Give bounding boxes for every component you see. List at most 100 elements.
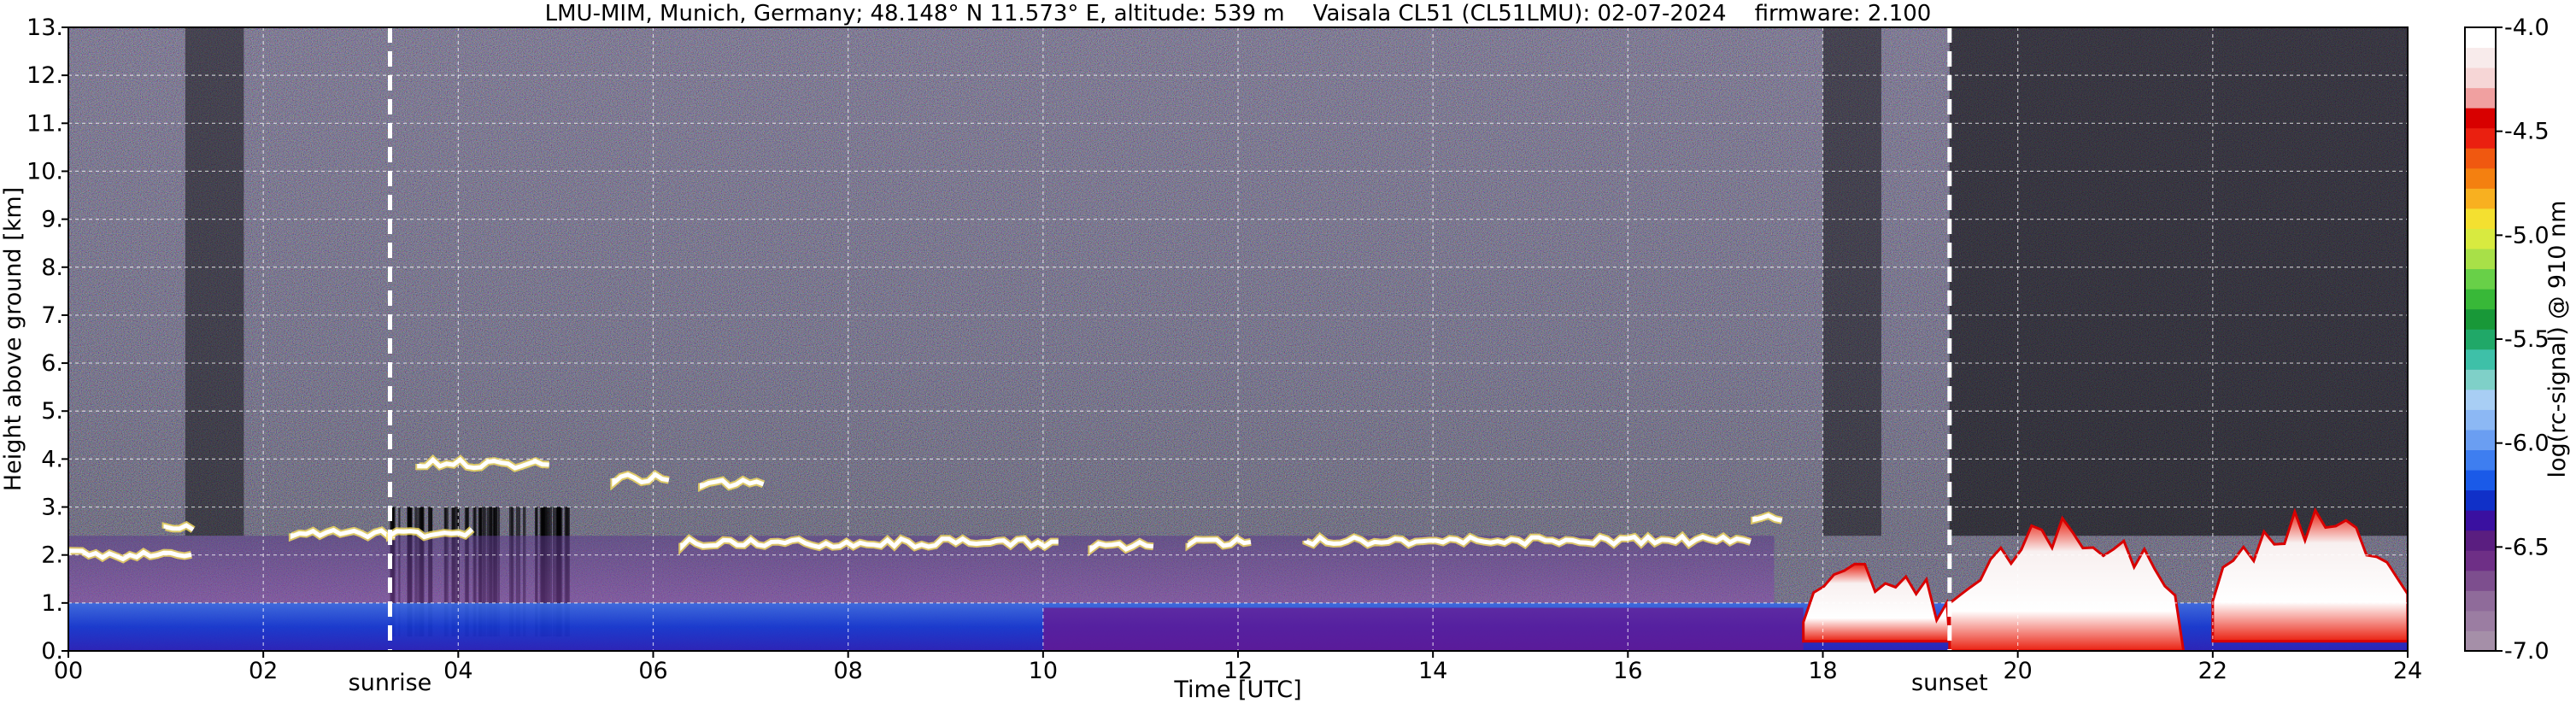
colorbar-cell — [2465, 67, 2496, 89]
colorbar-cell — [2465, 429, 2496, 451]
cloud-layer — [163, 523, 195, 532]
colorbar-cell — [2465, 489, 2496, 511]
x-tick-label: 12 — [1223, 658, 1253, 684]
y-axis-label: Height above ground [km] — [0, 187, 26, 491]
colorbar-cell — [2465, 349, 2496, 370]
annotation-labels: sunrise sunset — [349, 670, 1988, 696]
y-tick-label: 2. — [41, 542, 63, 569]
colorbar-ticks: -4.0 -4.5 -5.0 -5.5 -6.0 -6.5 -7.0 — [2496, 15, 2550, 665]
annotation-lines — [387, 27, 1952, 651]
colorbar-cell — [2465, 570, 2496, 591]
y-tick-label: 11. — [26, 110, 63, 137]
colorbar-cell — [2465, 167, 2496, 189]
cloud-layer — [68, 548, 192, 562]
colorbar-cell — [2465, 470, 2496, 491]
x-tick-label: 06 — [638, 658, 667, 684]
x-tick-label: 14 — [1418, 658, 1447, 684]
colorbar-cell — [2465, 249, 2496, 270]
y-tick-label: 7. — [41, 302, 63, 329]
colorbar-label: log(rc-signal) @ 910 nm — [2544, 201, 2571, 478]
convective-region — [1802, 562, 1951, 643]
colorbar-tick-label: -4.0 — [2504, 15, 2550, 41]
x-tick-label: 04 — [443, 658, 472, 684]
colorbar-tick-label: -5.0 — [2504, 222, 2550, 249]
colorbar-cell — [2465, 208, 2496, 229]
colorbar-cell — [2465, 409, 2496, 431]
low-signal-band — [1822, 27, 1881, 536]
colorbar-scale — [2465, 27, 2496, 652]
plot-area — [68, 27, 2408, 651]
colorbar-cell — [2465, 530, 2496, 551]
x-axis-ticks: 00 02 04 06 08 10 12 14 16 18 20 22 24 — [54, 651, 2422, 684]
cloud-layer — [680, 536, 1059, 552]
cloud-layer — [612, 472, 670, 488]
colorbar-cell — [2465, 87, 2496, 108]
y-tick-label: 6. — [41, 350, 63, 377]
cloud-layer — [1187, 536, 1252, 548]
x-tick-label: 24 — [2393, 658, 2422, 684]
cloud-layer — [1752, 513, 1783, 523]
colorbar-cell — [2465, 289, 2496, 310]
colorbar-cell — [2465, 148, 2496, 169]
annotation-label: sunset — [1911, 670, 1988, 696]
x-tick-label: 02 — [249, 658, 278, 684]
x-tick-label: 16 — [1613, 658, 1642, 684]
colorbar-cell — [2465, 268, 2496, 290]
y-tick-label: 1. — [41, 590, 63, 617]
y-tick-label: 9. — [41, 207, 63, 233]
colorbar-cell — [2465, 329, 2496, 350]
cloud-layer — [290, 527, 396, 540]
colorbar-cell — [2465, 27, 2496, 49]
colorbar-cell — [2465, 610, 2496, 631]
colorbar-cell — [2465, 590, 2496, 612]
cloud-layer — [387, 527, 474, 540]
convective-region — [2211, 507, 2408, 643]
colorbar: -4.0 -4.5 -5.0 -5.5 -6.0 -6.5 -7.0 log(rc-sign… — [2464, 15, 2571, 665]
y-tick-label: 0. — [41, 638, 63, 665]
x-tick-label: 22 — [2198, 658, 2227, 684]
low-signal-band — [185, 27, 244, 536]
colorbar-cell — [2465, 389, 2496, 410]
y-axis-ticks: 0. 1. 2. 3. 4. 5. 6. 7. 8. 9. 10. 11. 12. 13. — [26, 15, 68, 665]
cloud-layer — [700, 477, 765, 489]
colorbar-cell — [2465, 228, 2496, 249]
x-tick-label: 08 — [833, 658, 862, 684]
colorbar-cell — [2465, 510, 2496, 531]
x-tick-label: 20 — [2003, 658, 2032, 684]
y-tick-label: 10. — [26, 158, 63, 185]
convective-regions — [1802, 507, 2408, 651]
x-tick-label: 10 — [1029, 658, 1058, 684]
cloud-layer — [1304, 533, 1752, 548]
chart-title: LMU-MIM, Munich, Germany; 48.148° N 11.5… — [545, 1, 1932, 26]
x-tick-label: 18 — [1808, 658, 1837, 684]
cloud-layer — [417, 456, 549, 471]
x-axis-label: Time [UTC] — [1173, 677, 1301, 703]
colorbar-tick-label: -4.5 — [2504, 119, 2550, 145]
colorbar-tick-label: -7.0 — [2504, 638, 2550, 665]
y-tick-label: 3. — [41, 495, 63, 521]
convective-region — [1948, 515, 2186, 651]
colorbar-tick-label: -5.5 — [2504, 326, 2550, 353]
colorbar-cell — [2465, 369, 2496, 390]
y-tick-label: 5. — [41, 398, 63, 425]
colorbar-cell — [2465, 108, 2496, 129]
annotation-label: sunrise — [349, 670, 432, 696]
cloud-layers — [68, 454, 1783, 564]
colorbar-cell — [2465, 188, 2496, 209]
y-tick-label: 12. — [26, 62, 63, 89]
x-tick-label: 00 — [54, 658, 83, 684]
cloud-layer — [1089, 539, 1154, 554]
colorbar-cell — [2465, 630, 2496, 652]
y-tick-label: 4. — [41, 446, 63, 472]
colorbar-cell — [2465, 308, 2496, 330]
y-tick-label: 8. — [41, 255, 63, 281]
aerosol-layer-midday — [1042, 607, 1804, 651]
colorbar-tick-label: -6.0 — [2504, 431, 2550, 457]
colorbar-cell — [2465, 550, 2496, 571]
y-tick-label: 13. — [26, 15, 63, 41]
colorbar-cell — [2465, 47, 2496, 68]
colorbar-cell — [2465, 127, 2496, 149]
low-signal-band — [1949, 27, 2408, 536]
